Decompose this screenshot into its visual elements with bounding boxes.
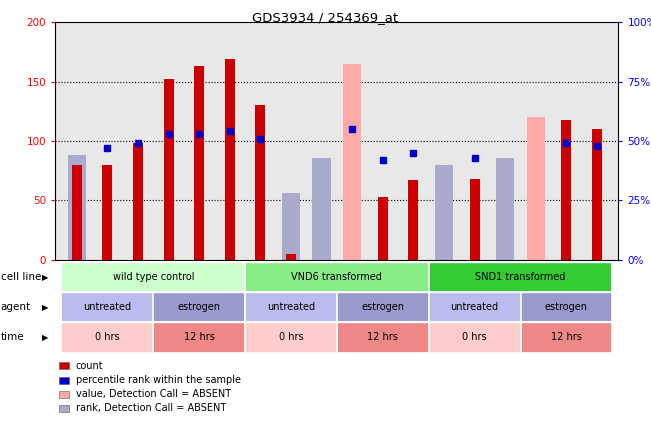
Bar [68, 182, 86, 260]
Text: untreated: untreated [83, 302, 132, 312]
Bar [343, 64, 361, 260]
Text: percentile rank within the sample: percentile rank within the sample [76, 375, 240, 385]
Text: wild type control: wild type control [113, 272, 194, 282]
Text: 0 hrs: 0 hrs [462, 333, 487, 342]
Text: value, Detection Call = ABSENT: value, Detection Call = ABSENT [76, 389, 230, 399]
Text: 0 hrs: 0 hrs [95, 333, 120, 342]
Bar [592, 129, 602, 260]
Text: untreated: untreated [450, 302, 499, 312]
Bar [68, 155, 86, 260]
Bar [496, 182, 514, 260]
Bar [378, 197, 388, 260]
Bar [133, 143, 143, 260]
Text: estrogen: estrogen [545, 302, 588, 312]
Text: estrogen: estrogen [178, 302, 221, 312]
Text: ▶: ▶ [42, 303, 49, 312]
Text: GDS3934 / 254369_at: GDS3934 / 254369_at [253, 11, 398, 24]
Text: rank, Detection Call = ABSENT: rank, Detection Call = ABSENT [76, 404, 226, 413]
Bar [72, 165, 82, 260]
Bar [163, 79, 174, 260]
Text: ▶: ▶ [42, 273, 49, 281]
Text: 12 hrs: 12 hrs [367, 333, 398, 342]
Text: 12 hrs: 12 hrs [184, 333, 215, 342]
Bar [435, 192, 453, 260]
Bar [102, 165, 113, 260]
Bar [194, 66, 204, 260]
Bar [225, 59, 235, 260]
Bar [408, 180, 419, 260]
Bar [282, 193, 300, 260]
Text: time: time [1, 333, 24, 342]
Text: VND6 transformed: VND6 transformed [292, 272, 382, 282]
Text: estrogen: estrogen [361, 302, 404, 312]
Text: ▶: ▶ [42, 333, 49, 342]
Bar [312, 158, 331, 260]
Text: untreated: untreated [267, 302, 315, 312]
Bar [286, 254, 296, 260]
Bar [435, 165, 453, 260]
Text: agent: agent [1, 302, 31, 312]
Bar [255, 105, 266, 260]
Text: cell line: cell line [1, 272, 41, 282]
Bar [469, 179, 480, 260]
Text: SND1 transformed: SND1 transformed [475, 272, 566, 282]
Text: 0 hrs: 0 hrs [279, 333, 303, 342]
Text: 12 hrs: 12 hrs [551, 333, 582, 342]
Text: count: count [76, 361, 103, 371]
Bar [496, 158, 514, 260]
Bar [527, 117, 545, 260]
Bar [561, 119, 572, 260]
